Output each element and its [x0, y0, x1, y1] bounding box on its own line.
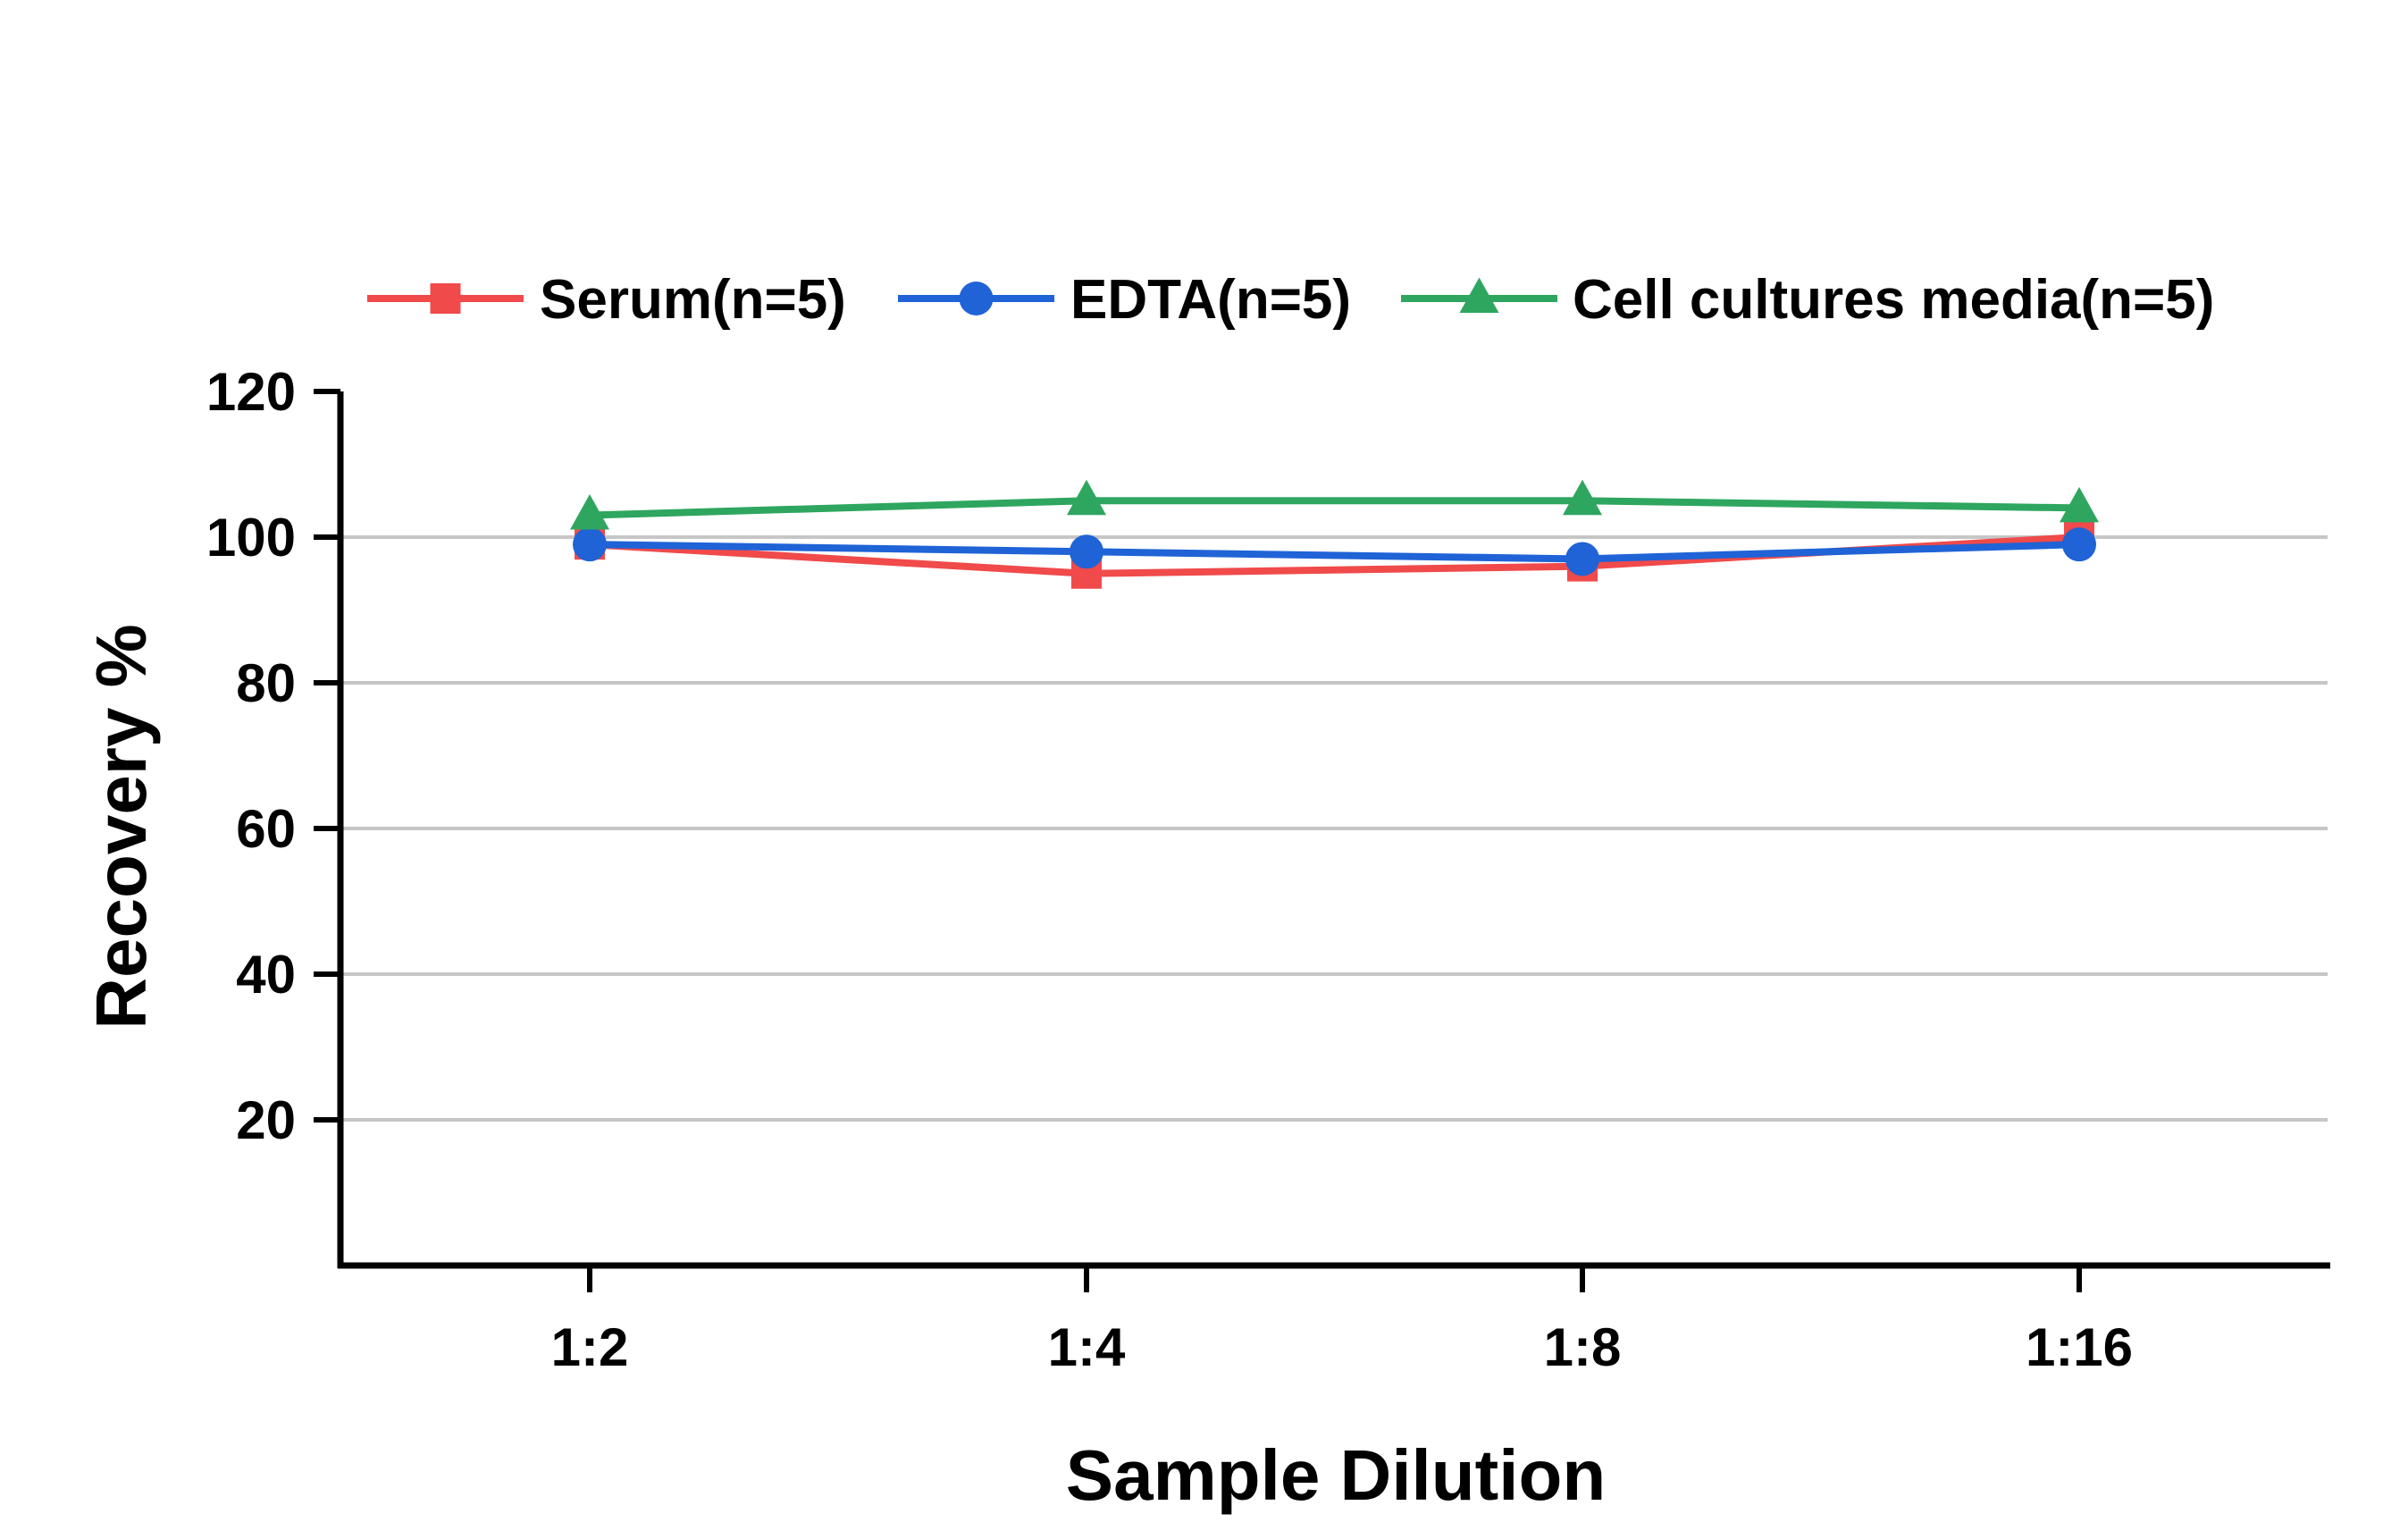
data-point [2062, 527, 2096, 562]
series-line [589, 541, 2080, 563]
grid-lines [340, 535, 2328, 1122]
y-tick-label: 20 [236, 1090, 296, 1150]
y-tick-label: 100 [206, 508, 296, 568]
data-point [1070, 534, 1103, 569]
y-tick-label: 60 [236, 799, 296, 859]
y-tick-label: 120 [206, 362, 296, 422]
y-tick-label: 80 [236, 653, 296, 713]
x-tick-label: 1:16 [2026, 1317, 2133, 1377]
x-axis-ticks: 1:2 1:4 1:8 1:16 [551, 1266, 2133, 1377]
data-point [1565, 542, 1599, 576]
legend-item-1: Serum(n=5) [367, 269, 846, 331]
x-axis-title: Sample Dilution [1066, 1435, 1607, 1515]
data-point [1563, 479, 1602, 516]
legend-swatch-marker [430, 283, 461, 314]
x-tick-label: 1:2 [551, 1317, 629, 1377]
data-point [573, 527, 607, 562]
data-point [1067, 479, 1106, 516]
x-tick-label: 1:8 [1544, 1317, 1622, 1377]
legend-swatch-marker [959, 282, 994, 315]
legend-label: Cell cultures media(n=5) [1573, 269, 2214, 331]
y-tick-label: 40 [236, 945, 296, 1005]
x-tick-label: 1:4 [1048, 1317, 1126, 1377]
data-point [570, 493, 609, 530]
legend: Serum(n=5) EDTA(n=5) Cell cultures media(n… [367, 269, 2214, 331]
y-axis-ticks: 20 40 60 80 100 120 [206, 362, 340, 1150]
legend-swatch-marker [1459, 277, 1499, 313]
legend-item-2: EDTA(n=5) [898, 269, 1351, 331]
data-point [2060, 486, 2099, 523]
series-group [570, 479, 2099, 589]
series-line [589, 497, 2080, 519]
legend-item-3: Cell cultures media(n=5) [1401, 269, 2214, 331]
legend-label: Serum(n=5) [540, 269, 846, 331]
y-axis-title: Recovery % [81, 624, 161, 1030]
series-3 [570, 479, 2099, 530]
legend-label: EDTA(n=5) [1070, 269, 1351, 331]
series-2 [573, 527, 2096, 576]
